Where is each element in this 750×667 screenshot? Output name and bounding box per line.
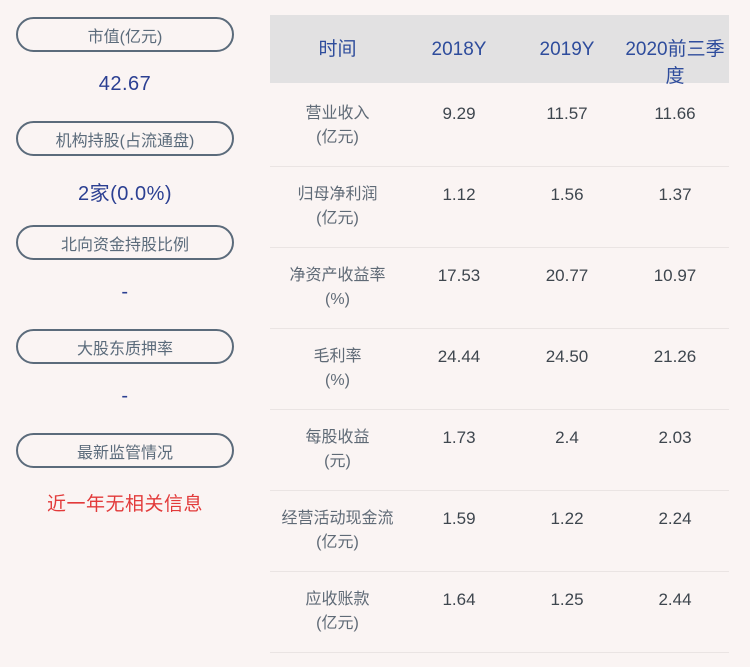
header-cell-time: 时间 (318, 39, 357, 60)
table-body: 营业收入 (亿元) 9.29 11.57 11.66 归母净利润 (亿元) 1.12 1.56 1… (270, 86, 729, 653)
row-value: 1.12 (442, 185, 476, 204)
row-label-text: 归母净利润 (297, 186, 378, 203)
row-value: 1.73 (442, 428, 476, 447)
row-label-unit: (亿元) (316, 615, 359, 632)
row-value: 1.64 (442, 590, 476, 609)
row-value: 2.44 (658, 590, 692, 609)
table-row: 归母净利润 (亿元) 1.12 1.56 1.37 (270, 167, 729, 248)
row-label-unit: (亿元) (316, 534, 359, 551)
pill-latest-regulatory-status[interactable]: 最新监管情况 (16, 433, 234, 468)
row-label: 营业收入 (亿元) (270, 86, 405, 166)
row-label-text: 经营活动现金流 (281, 510, 394, 527)
row-label: 应收账款 (亿元) (270, 572, 405, 652)
row-label-unit: (%) (325, 372, 350, 389)
row-label-unit: (元) (324, 453, 351, 470)
row-value: 11.57 (546, 104, 588, 123)
pill-major-shareholder-pledge-ratio[interactable]: 大股东质押率 (16, 329, 234, 364)
row-value: 1.22 (550, 509, 584, 528)
row-value: 1.25 (550, 590, 584, 609)
row-label: 归母净利润 (亿元) (270, 167, 405, 247)
table-row: 毛利率 (%) 24.44 24.50 21.26 (270, 329, 729, 410)
row-label: 净资产收益率 (%) (270, 248, 405, 328)
pill-institutional-holdings[interactable]: 机构持股(占流通盘) (16, 121, 234, 156)
row-label-unit: (亿元) (316, 129, 359, 146)
row-value: 1.37 (658, 185, 692, 204)
table-row: 净资产收益率 (%) 17.53 20.77 10.97 (270, 248, 729, 329)
metrics-sidebar: 市值(亿元) 42.67 机构持股(占流通盘) 2家(0.0%) 北向资金持股比例 - 大股… (0, 0, 250, 537)
row-value: 17.53 (437, 266, 481, 285)
value-market-cap: 42.67 (98, 73, 152, 95)
row-label: 经营活动现金流 (亿元) (270, 491, 405, 571)
row-value: 11.66 (654, 104, 696, 123)
header-cell-2019y: 2019Y (539, 39, 595, 60)
sidebar-block-major-shareholder-pledge-ratio: 大股东质押率 - (0, 329, 250, 433)
financials-table: 时间 2018Y 2019Y 2020前三季度 营业收入 (亿元) 9.29 11.57 11… (270, 15, 729, 653)
pill-market-cap[interactable]: 市值(亿元) (16, 17, 234, 52)
table-row: 营业收入 (亿元) 9.29 11.57 11.66 (270, 86, 729, 167)
table-row: 应收账款 (亿元) 1.64 1.25 2.44 (270, 572, 729, 653)
sidebar-block-market-cap: 市值(亿元) 42.67 (0, 17, 250, 121)
row-label-text: 营业收入 (305, 105, 370, 122)
row-label-unit: (%) (325, 291, 350, 308)
row-value: 24.50 (545, 347, 589, 366)
table-row: 每股收益 (元) 1.73 2.4 2.03 (270, 410, 729, 491)
row-label-unit: (亿元) (316, 210, 359, 227)
header-cell-2020前三季度: 2020前三季度 (625, 39, 725, 87)
row-value: 9.29 (442, 104, 476, 123)
table-header-row: 时间 2018Y 2019Y 2020前三季度 (270, 15, 729, 87)
sidebar-block-institutional-holdings: 机构持股(占流通盘) 2家(0.0%) (0, 121, 250, 225)
sidebar-block-latest-regulatory-status: 最新监管情况近一年无相关信息 (0, 433, 250, 537)
row-label-text: 每股收益 (305, 429, 370, 446)
header-cell-2018y: 2018Y (431, 39, 487, 60)
value-institutional-holdings: 2家(0.0%) (77, 183, 173, 205)
row-value: 24.44 (437, 347, 481, 366)
row-label-text: 毛利率 (313, 348, 362, 365)
table-row: 经营活动现金流 (亿元) 1.59 1.22 2.24 (270, 491, 729, 572)
value-major-shareholder-pledge-ratio: - (121, 385, 129, 407)
row-value: 1.56 (550, 185, 584, 204)
row-value: 10.97 (653, 266, 697, 285)
row-label: 每股收益 (元) (270, 410, 405, 490)
row-label-text: 净资产收益率 (289, 267, 386, 284)
row-label: 毛利率 (%) (270, 329, 405, 409)
row-label-text: 应收账款 (305, 591, 370, 608)
row-value: 2.4 (555, 428, 579, 447)
value-northbound-capital-holding-ratio: - (121, 281, 129, 303)
sidebar-block-northbound-capital-holding-ratio: 北向资金持股比例 - (0, 225, 250, 329)
row-value: 21.26 (653, 347, 697, 366)
row-value: 2.03 (658, 428, 692, 447)
pill-northbound-capital-holding-ratio[interactable]: 北向资金持股比例 (16, 225, 234, 260)
row-value: 1.59 (442, 509, 476, 528)
value-latest-regulatory-status: 近一年无相关信息 (46, 494, 203, 515)
row-value: 2.24 (658, 509, 692, 528)
row-value: 20.77 (545, 266, 589, 285)
